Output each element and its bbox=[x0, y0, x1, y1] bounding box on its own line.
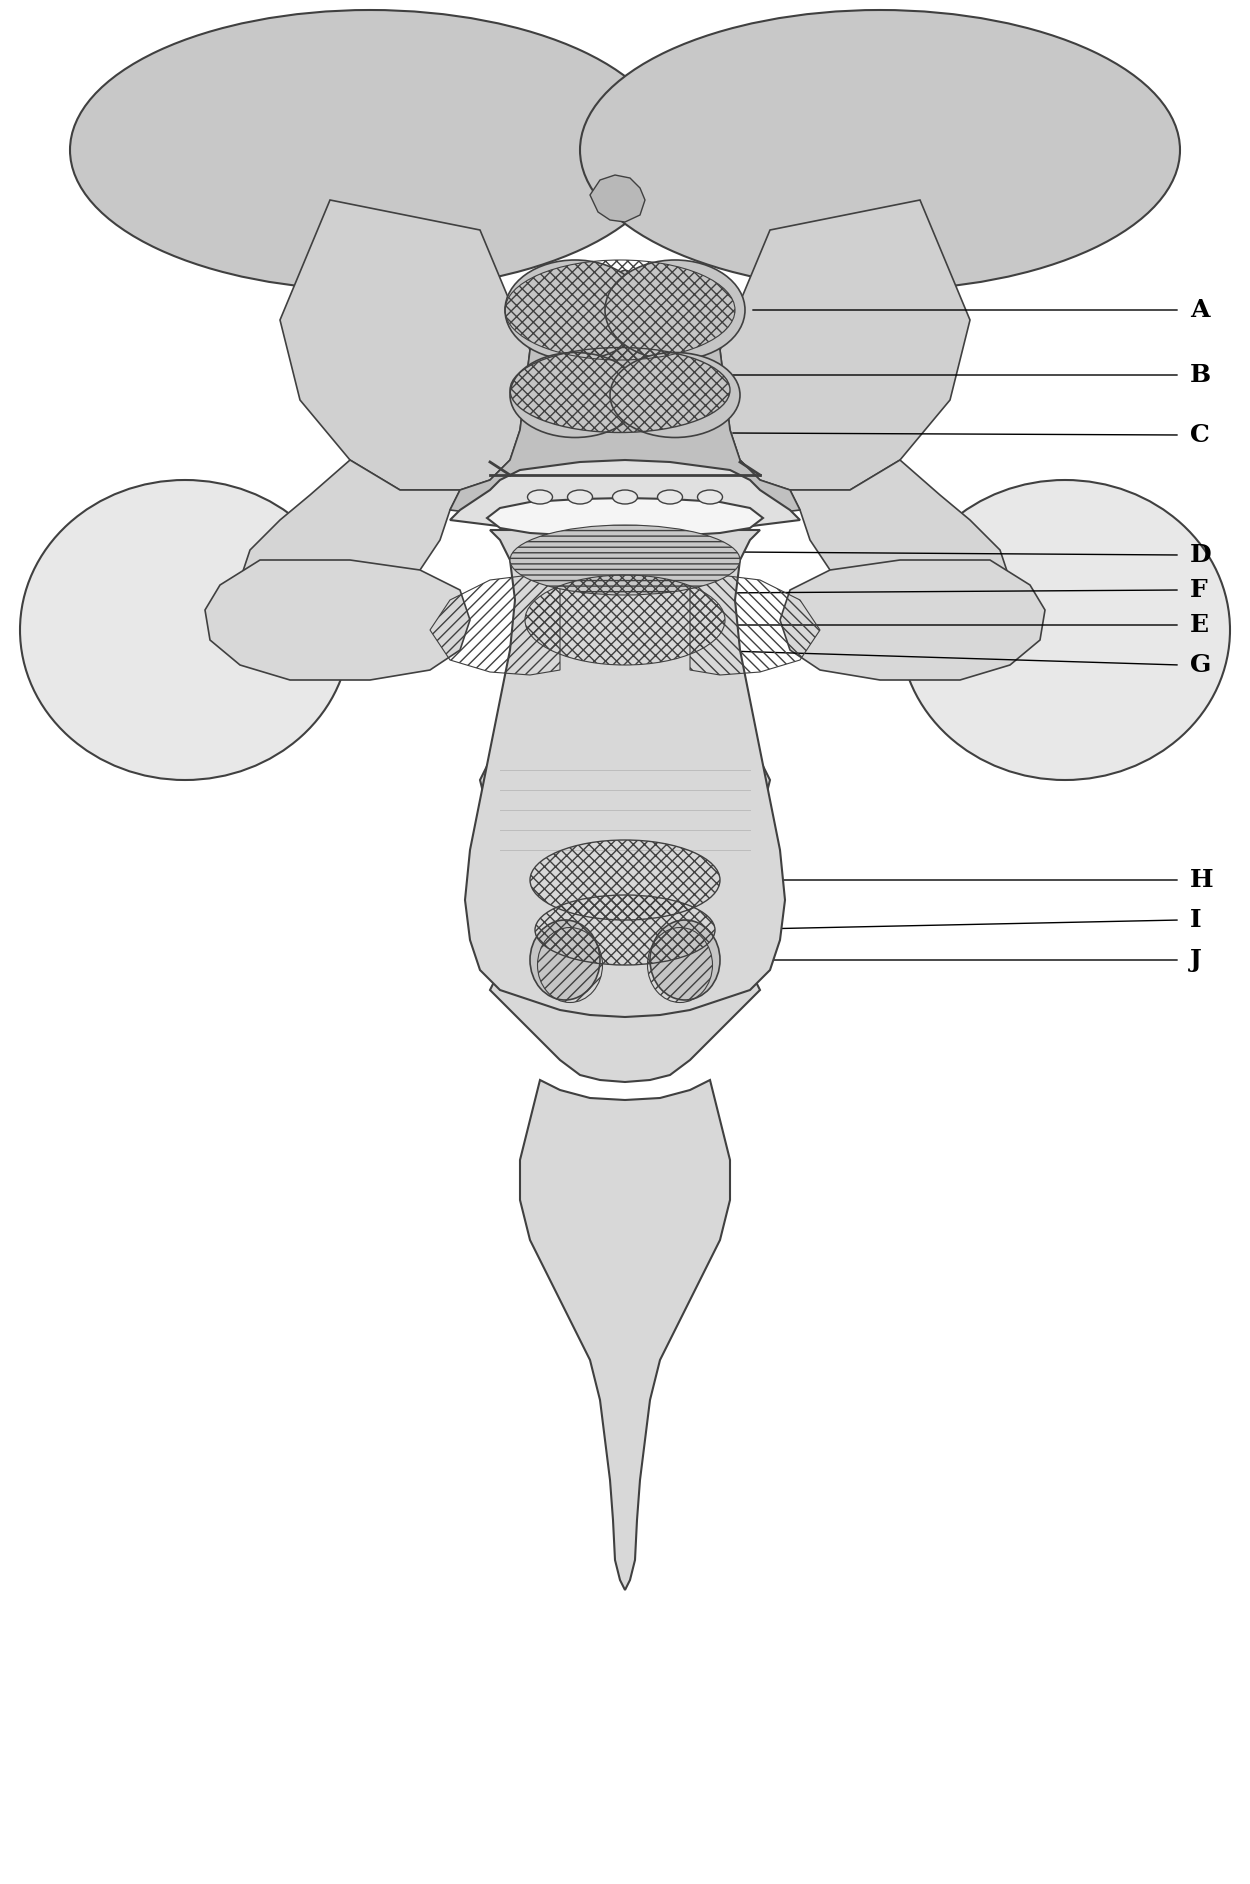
Polygon shape bbox=[488, 497, 762, 537]
Ellipse shape bbox=[528, 490, 552, 505]
Ellipse shape bbox=[698, 490, 722, 505]
Polygon shape bbox=[240, 460, 460, 620]
Polygon shape bbox=[720, 200, 970, 490]
Ellipse shape bbox=[650, 919, 720, 1000]
Ellipse shape bbox=[510, 526, 740, 595]
Ellipse shape bbox=[568, 490, 592, 505]
Text: I: I bbox=[1190, 908, 1201, 933]
Ellipse shape bbox=[580, 9, 1180, 290]
Polygon shape bbox=[480, 750, 770, 1081]
Ellipse shape bbox=[70, 9, 670, 290]
Ellipse shape bbox=[900, 480, 1230, 780]
Text: G: G bbox=[1190, 654, 1211, 676]
Ellipse shape bbox=[510, 352, 640, 437]
Polygon shape bbox=[280, 200, 530, 490]
Text: C: C bbox=[1190, 424, 1210, 447]
Polygon shape bbox=[590, 175, 645, 222]
Text: H: H bbox=[1190, 869, 1214, 891]
Polygon shape bbox=[790, 460, 1010, 620]
Ellipse shape bbox=[505, 260, 645, 360]
Polygon shape bbox=[520, 1080, 730, 1590]
Polygon shape bbox=[780, 560, 1045, 680]
Ellipse shape bbox=[530, 919, 600, 1000]
Text: J: J bbox=[1190, 948, 1202, 972]
Polygon shape bbox=[205, 560, 470, 680]
Text: E: E bbox=[1190, 612, 1209, 637]
Text: D: D bbox=[1190, 543, 1211, 567]
Text: F: F bbox=[1190, 578, 1208, 603]
Polygon shape bbox=[450, 269, 800, 529]
Text: B: B bbox=[1190, 364, 1211, 386]
Ellipse shape bbox=[612, 490, 638, 505]
Ellipse shape bbox=[610, 352, 740, 437]
Ellipse shape bbox=[605, 260, 745, 360]
Text: A: A bbox=[1190, 298, 1210, 322]
Polygon shape bbox=[450, 460, 800, 535]
Ellipse shape bbox=[658, 490, 682, 505]
Ellipse shape bbox=[20, 480, 350, 780]
Polygon shape bbox=[465, 529, 785, 1017]
